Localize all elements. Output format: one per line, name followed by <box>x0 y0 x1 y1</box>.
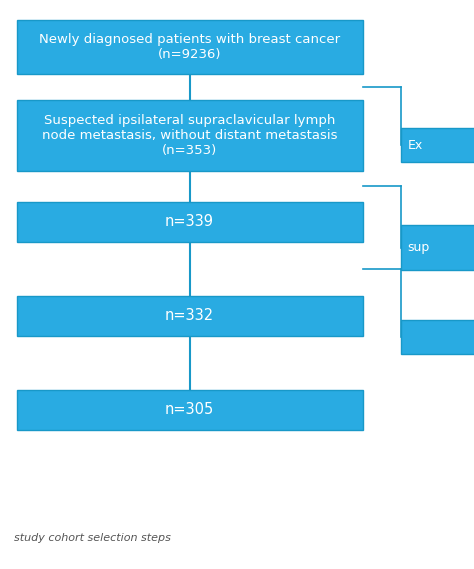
Text: sup: sup <box>408 241 430 254</box>
Text: Suspected ipsilateral supraclavicular lymph
node metastasis, without distant met: Suspected ipsilateral supraclavicular ly… <box>42 114 337 156</box>
FancyBboxPatch shape <box>17 202 363 242</box>
Text: n=339: n=339 <box>165 215 214 229</box>
FancyBboxPatch shape <box>401 128 474 162</box>
FancyBboxPatch shape <box>17 100 363 171</box>
FancyBboxPatch shape <box>401 320 474 354</box>
Text: n=305: n=305 <box>165 402 214 417</box>
Text: n=332: n=332 <box>165 308 214 323</box>
FancyBboxPatch shape <box>401 225 474 270</box>
Text: study cohort selection steps: study cohort selection steps <box>14 533 171 543</box>
FancyBboxPatch shape <box>17 296 363 336</box>
Text: Newly diagnosed patients with breast cancer
(n=9236): Newly diagnosed patients with breast can… <box>39 33 340 61</box>
FancyBboxPatch shape <box>17 20 363 74</box>
Text: Ex: Ex <box>408 139 423 151</box>
FancyBboxPatch shape <box>17 390 363 430</box>
